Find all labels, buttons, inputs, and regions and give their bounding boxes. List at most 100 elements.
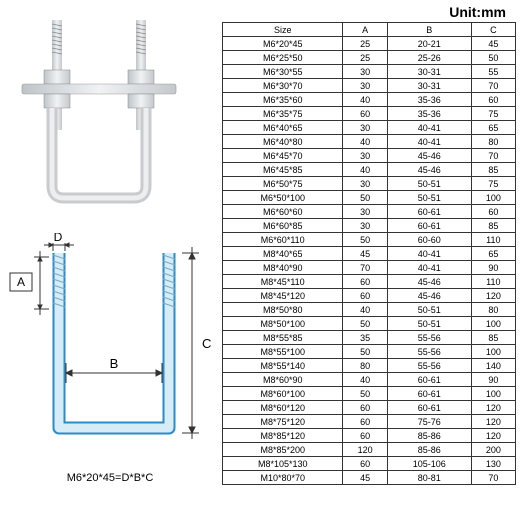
label-A: A [17,275,25,289]
table-cell: 100 [471,317,515,331]
table-row: M10*80*704580-8170 [223,471,516,485]
table-cell: 80 [471,135,515,149]
table-row: M8*85*1206085-86120 [223,429,516,443]
table-cell: 25-26 [387,51,471,65]
label-B: B [110,356,119,371]
label-C: C [202,336,211,351]
table-row: M8*60*1206060-61120 [223,401,516,415]
left-panel: D A B [0,0,220,522]
table-cell: 45-46 [387,275,471,289]
table-row: M6*45*703045-4670 [223,149,516,163]
table-row: M6*50*1005050-51100 [223,191,516,205]
table-header: C [471,23,515,37]
table-cell: 45-46 [387,289,471,303]
table-cell: 30 [343,219,387,233]
table-cell: 50-51 [387,177,471,191]
table-cell: 40-41 [387,121,471,135]
table-row: M8*75*1206075-76120 [223,415,516,429]
table-cell: 60-61 [387,219,471,233]
table-cell: 60 [343,401,387,415]
dimension-diagram: D A B [4,233,214,463]
table-cell: 100 [471,191,515,205]
table-row: M6*40*804040-4180 [223,135,516,149]
table-cell: 50-51 [387,191,471,205]
table-cell: 40-41 [387,135,471,149]
table-cell: 85-86 [387,429,471,443]
table-cell: 45 [471,37,515,51]
table-cell: 120 [343,443,387,457]
table-cell: M8*55*85 [223,331,343,345]
table-cell: 80 [471,303,515,317]
table-cell: 60 [471,205,515,219]
table-cell: 45 [343,471,387,485]
table-cell: 50 [343,317,387,331]
table-row: M6*60*603060-6160 [223,205,516,219]
table-cell: 120 [471,289,515,303]
table-cell: 20-21 [387,37,471,51]
table-row: M8*45*1106045-46110 [223,275,516,289]
table-cell: M6*40*65 [223,121,343,135]
table-cell: 90 [471,261,515,275]
table-cell: 70 [471,149,515,163]
table-cell: M8*60*120 [223,401,343,415]
table-cell: 60 [343,289,387,303]
table-cell: 40 [343,303,387,317]
table-cell: M6*50*75 [223,177,343,191]
table-header: Size [223,23,343,37]
table-row: M6*60*1105060-60110 [223,233,516,247]
table-cell: 70 [343,261,387,275]
table-cell: 50-51 [387,303,471,317]
size-table: SizeABC M6*20*452520-2145M6*25*502525-26… [222,22,516,485]
table-cell: 50 [343,345,387,359]
table-row: M8*50*804050-5180 [223,303,516,317]
table-cell: 60-61 [387,401,471,415]
table-header: B [387,23,471,37]
table-cell: 70 [471,471,515,485]
table-row: M8*40*907040-4190 [223,261,516,275]
table-cell: M6*20*45 [223,37,343,51]
table-cell: 30-31 [387,65,471,79]
table-row: M6*40*653040-4165 [223,121,516,135]
table-cell: 85 [471,219,515,233]
table-cell: 110 [471,275,515,289]
table-cell: M8*40*90 [223,261,343,275]
table-cell: M8*105*130 [223,457,343,471]
table-cell: M6*25*50 [223,51,343,65]
table-cell: M6*60*85 [223,219,343,233]
table-row: M8*50*1005050-51100 [223,317,516,331]
table-row: M8*105*13060105-106130 [223,457,516,471]
table-cell: M8*60*90 [223,373,343,387]
table-cell: 40-41 [387,247,471,261]
table-cell: M8*45*120 [223,289,343,303]
table-cell: 60-61 [387,387,471,401]
table-row: M6*20*452520-2145 [223,37,516,51]
table-cell: 60 [343,415,387,429]
table-cell: 30 [343,177,387,191]
table-cell: 35 [343,331,387,345]
table-cell: M8*50*80 [223,303,343,317]
table-cell: 85 [471,163,515,177]
unit-label: Unit:mm [222,4,516,20]
table-cell: M6*35*60 [223,93,343,107]
table-cell: M6*60*60 [223,205,343,219]
table-cell: 30 [343,149,387,163]
table-cell: M6*60*110 [223,233,343,247]
table-cell: 60 [343,107,387,121]
table-cell: 75 [471,177,515,191]
table-cell: 40 [343,163,387,177]
table-cell: 50 [343,191,387,205]
formula-text: M6*20*45=D*B*C [4,472,216,484]
table-header: A [343,23,387,37]
table-cell: M8*60*100 [223,387,343,401]
table-cell: 60 [343,457,387,471]
table-cell: 80-81 [387,471,471,485]
table-cell: 55-56 [387,345,471,359]
table-cell: 45-46 [387,149,471,163]
table-cell: 60 [343,275,387,289]
table-cell: 60 [471,93,515,107]
table-cell: 200 [471,443,515,457]
product-illustration [4,8,194,218]
table-row: M8*55*1408055-56140 [223,359,516,373]
table-cell: M6*45*70 [223,149,343,163]
table-cell: 55 [471,65,515,79]
